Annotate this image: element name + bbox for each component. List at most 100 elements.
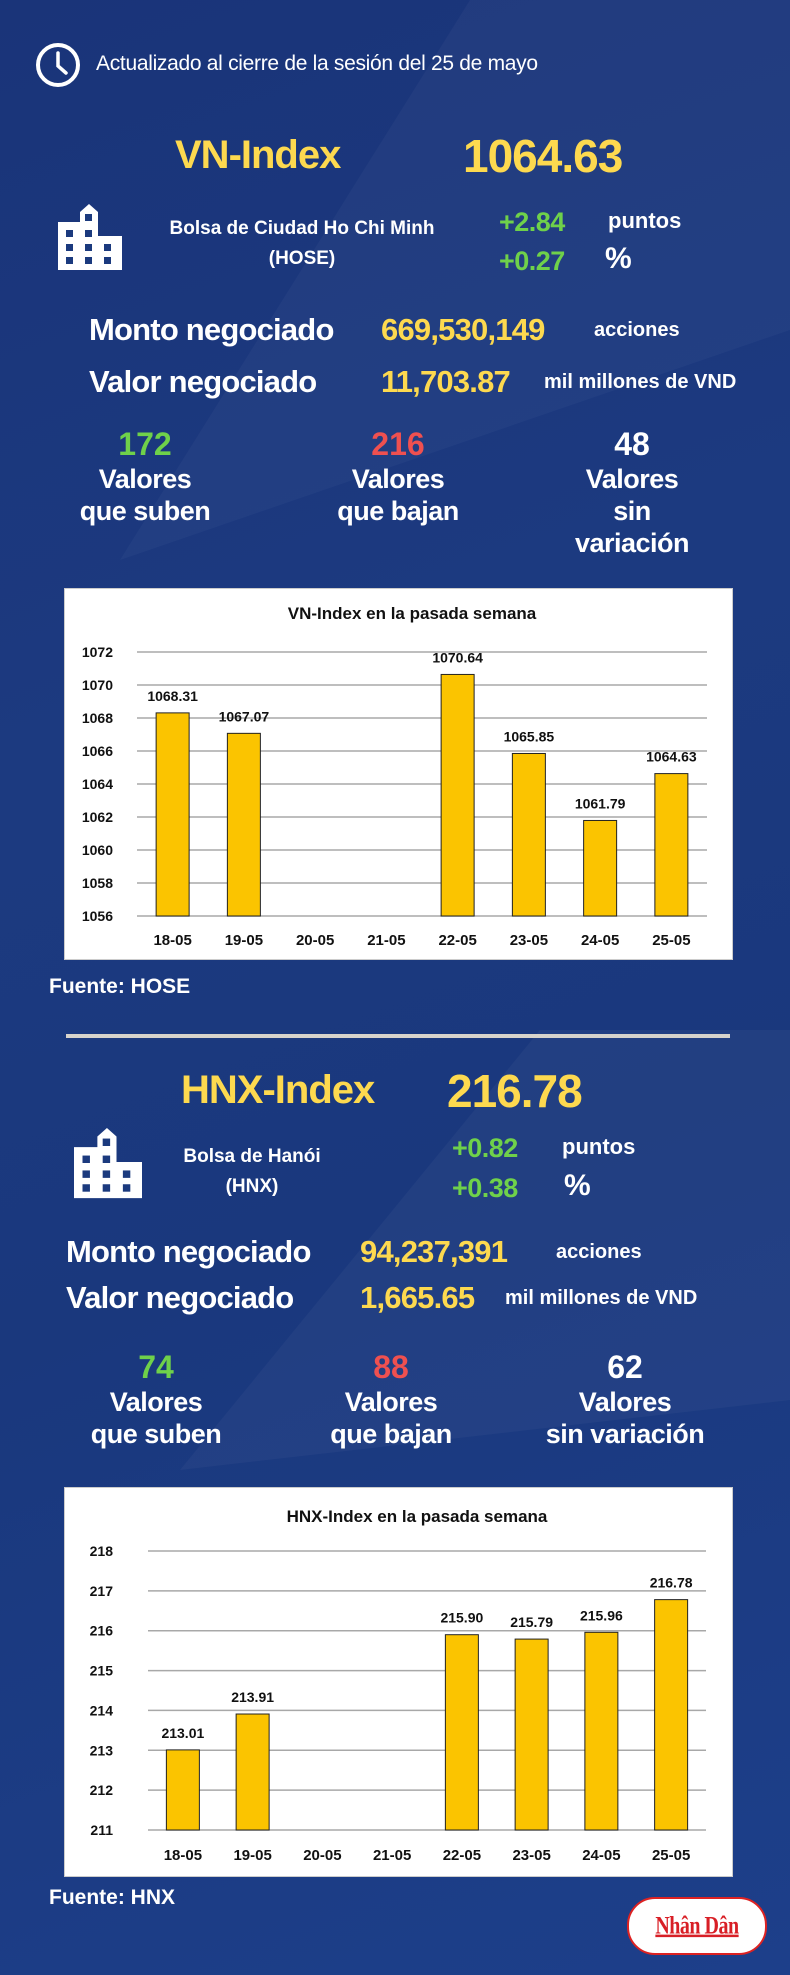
data-label: 1070.64 — [432, 649, 483, 665]
data-label: 213.91 — [231, 1689, 274, 1705]
update-note: Actualizado al cierre de la sesión del 2… — [96, 52, 538, 75]
y-tick-label: 212 — [90, 1782, 114, 1798]
advancers-count: 74 — [138, 1349, 174, 1385]
y-tick-label: 1062 — [82, 809, 113, 825]
volume-value: 94,237,391 — [360, 1234, 508, 1269]
bar — [511, 752, 546, 917]
decliners-count: 216 — [371, 426, 425, 462]
x-tick-label: 20-05 — [303, 1847, 341, 1864]
nhan-dan-logo: Nhân Dân — [627, 1897, 767, 1955]
percent-label: % — [605, 242, 632, 275]
decliners-label-2: que bajan — [330, 1419, 452, 1449]
advancers-count: 172 — [118, 426, 172, 462]
data-label: 1061.79 — [575, 795, 626, 811]
volume-value: 669,530,149 — [381, 312, 545, 347]
decliners-label-1: Valores — [351, 464, 445, 494]
traded-value: 11,703.87 — [381, 364, 511, 399]
vn-index-chart: VN-Index en la pasada semana 1056 1058 1060… — [64, 588, 733, 960]
clock-icon — [36, 43, 80, 87]
y-tick-label: 1056 — [82, 908, 113, 924]
data-label: 213.01 — [161, 1725, 204, 1741]
x-tick-label: 25-05 — [652, 1847, 690, 1864]
y-tick-label: 215 — [90, 1663, 114, 1679]
x-tick-label: 21-05 — [367, 932, 405, 949]
chart-title: HNX-Index en la pasada semana — [287, 1507, 548, 1526]
x-tick-label: 18-05 — [153, 932, 191, 949]
value-unit: mil millones de VND — [505, 1287, 698, 1309]
y-tick-label: 213 — [90, 1742, 114, 1758]
data-label: 1067.07 — [219, 708, 270, 724]
bar — [654, 773, 689, 917]
exchange-name: Bolsa de Hanói (HNX) — [183, 1142, 320, 1202]
vn-index-chart-svg: VN-Index en la pasada semana 1056 1058 1060… — [82, 604, 707, 949]
x-tick-label: 18-05 — [164, 1847, 202, 1864]
bar — [235, 1713, 270, 1831]
change-percent: +0.38 — [452, 1173, 518, 1203]
index-value: 1064.63 — [463, 130, 623, 182]
y-tick-label: 1058 — [82, 875, 113, 891]
source-note: Fuente: HNX — [49, 1886, 175, 1909]
unchanged-count: 62 — [607, 1349, 643, 1385]
y-tick-label: 1070 — [82, 677, 113, 693]
points-label: puntos — [608, 208, 682, 233]
data-label: 1068.31 — [147, 688, 198, 704]
value-unit: mil millones de VND — [544, 371, 737, 393]
decliners-count: 88 — [373, 1349, 409, 1385]
decliners-label-2: que bajan — [337, 496, 459, 526]
value-label: Valor negociado — [89, 364, 317, 399]
index-value: 216.78 — [447, 1065, 583, 1117]
bar — [444, 1634, 479, 1831]
data-label: 1065.85 — [504, 728, 555, 744]
advancers-label-2: que suben — [90, 1419, 222, 1449]
volume-label: Monto negociado — [89, 312, 334, 347]
y-tick-label: 1068 — [82, 710, 113, 726]
exchange-name-line1: Bolsa de Ciudad Ho Chi Minh — [169, 218, 435, 239]
change-percent: +0.27 — [499, 246, 565, 276]
building-icon — [74, 1127, 142, 1199]
unchanged: 62 Valores sin variación — [546, 1348, 705, 1450]
decliners-label-1: Valores — [344, 1387, 438, 1417]
exchange-name-line1: Bolsa de Hanói — [183, 1146, 321, 1167]
volume-unit: acciones — [594, 319, 680, 341]
bar — [155, 712, 190, 917]
x-tick-label: 22-05 — [443, 1847, 481, 1864]
traded-value: 1,665.65 — [360, 1280, 475, 1315]
x-tick-label: 22-05 — [438, 932, 476, 949]
exchange-name: Bolsa de Ciudad Ho Chi Minh (HOSE) — [170, 214, 435, 274]
unchanged-label-2: sin variación — [574, 496, 690, 558]
advancers-label-1: Valores — [109, 1387, 203, 1417]
x-tick-label: 19-05 — [225, 932, 263, 949]
x-tick-label: 23-05 — [512, 1847, 550, 1864]
unchanged-label-2: sin variación — [545, 1419, 705, 1449]
y-tick-label: 1066 — [82, 743, 113, 759]
source-note: Fuente: HOSE — [49, 975, 191, 998]
bar — [654, 1599, 689, 1831]
index-name: VN-Index — [175, 133, 341, 177]
data-label: 215.96 — [580, 1607, 623, 1623]
y-tick-label: 1072 — [82, 644, 113, 660]
y-tick-label: 218 — [90, 1543, 114, 1559]
volume-unit: acciones — [556, 1241, 642, 1263]
y-tick-label: 211 — [90, 1822, 113, 1838]
bar — [584, 1631, 619, 1831]
data-label: 216.78 — [650, 1575, 693, 1591]
unchanged: 48 Valores sin variación — [553, 425, 711, 559]
change-points: +2.84 — [499, 207, 565, 237]
points-label: puntos — [562, 1134, 636, 1159]
hnx-index-chart-svg: HNX-Index en la pasada semana 211 212 213 21… — [90, 1507, 706, 1864]
decliners: 88 Valores que bajan — [330, 1348, 452, 1450]
hnx-index-chart: HNX-Index en la pasada semana 211 212 213 21… — [64, 1487, 733, 1877]
y-tick-label: 214 — [90, 1702, 114, 1718]
section-divider — [66, 1034, 730, 1038]
bar — [514, 1638, 549, 1831]
unchanged-count: 48 — [614, 426, 650, 462]
bar — [583, 819, 618, 917]
building-icon — [58, 204, 122, 270]
x-tick-label: 19-05 — [233, 1847, 271, 1864]
data-label: 1064.63 — [646, 749, 697, 765]
chart-title: VN-Index en la pasada semana — [288, 604, 537, 623]
y-tick-label: 1060 — [82, 842, 113, 858]
x-tick-label: 25-05 — [652, 932, 690, 949]
exchange-name-line2: (HOSE) — [268, 248, 336, 269]
change-points: +0.82 — [452, 1133, 518, 1163]
